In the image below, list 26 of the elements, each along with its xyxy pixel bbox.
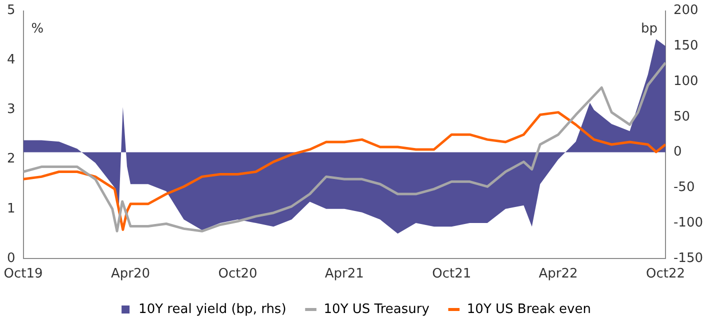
x-tick-label: Apr21 (324, 266, 364, 282)
y2-tick-label: 50 (673, 109, 690, 124)
y-axis-title: % (31, 22, 44, 37)
y-tick-label: 4 (6, 52, 16, 68)
legend-label: 10Y US Treasury (324, 302, 430, 317)
y-tick-label: 5 (6, 3, 16, 18)
y2-tick-label: -50 (673, 180, 695, 196)
y2-tick-label: 150 (673, 38, 698, 54)
y2-tick-label: -150 (673, 250, 704, 266)
y-tick-label: 3 (6, 102, 16, 118)
x-tick-label: Oct22 (646, 266, 686, 282)
y-tick-label: 2 (6, 152, 16, 167)
x-tick-label: Oct21 (432, 266, 472, 282)
y2-tick-label: 100 (673, 74, 698, 89)
x-tick-label: Apr20 (110, 266, 150, 282)
y-tick-label: 0 (6, 250, 16, 266)
y2-tick-label: 200 (673, 3, 698, 18)
y2-tick-label: -100 (673, 215, 704, 230)
y2-axis-title: bp (640, 22, 658, 37)
legend-label: 10Y real yield (bp, rhs) (138, 302, 286, 317)
x-tick-label: Apr22 (538, 266, 578, 282)
legend-label: 10Y US Break even (466, 302, 591, 317)
y-tick-label: 1 (6, 201, 16, 216)
x-tick-label: Oct19 (4, 266, 43, 282)
y2-tick-label: 0 (673, 144, 682, 160)
x-tick-label: Oct20 (218, 266, 258, 282)
